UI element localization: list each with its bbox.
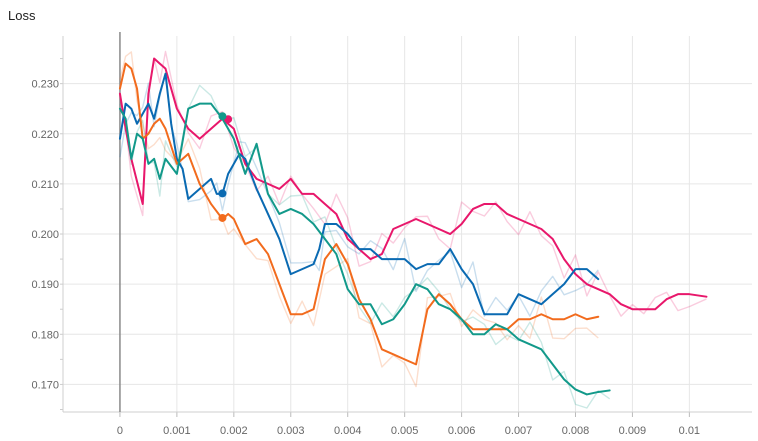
series-line	[118, 57, 708, 311]
y-tick-label: 0.200	[31, 229, 59, 241]
x-tick-label: 0.01	[679, 425, 700, 437]
raw-series-layer	[119, 50, 707, 409]
raw-series-line	[119, 51, 599, 388]
series-layer	[118, 57, 708, 396]
y-tick-label: 0.230	[31, 79, 59, 91]
y-tick-label: 0.180	[31, 329, 59, 341]
x-tick-label: 0.008	[562, 425, 590, 437]
x-tick-label: 0.009	[619, 425, 647, 437]
y-tick-label: 0.210	[31, 179, 59, 191]
chart-title: Loss	[8, 8, 36, 23]
y-tick-label: 0.170	[31, 379, 59, 391]
hover-point	[218, 112, 227, 121]
series-line	[118, 62, 600, 366]
grid-layer	[63, 36, 752, 412]
x-tick-label: 0.002	[220, 425, 248, 437]
hover-point	[218, 213, 227, 222]
series-line	[118, 72, 600, 316]
y-tick-label: 0.190	[31, 279, 59, 291]
marker-layer	[218, 112, 233, 222]
hover-point	[218, 189, 227, 198]
series-line	[118, 102, 611, 396]
x-tick-label: 0.001	[163, 425, 191, 437]
x-tick-label: 0	[117, 425, 123, 437]
y-tick-label: 0.220	[31, 129, 59, 141]
raw-series-line	[119, 84, 611, 409]
x-tick-label: 0.003	[277, 425, 305, 437]
axis-layer: 0.170 0.180 0.190 0.200 0.210 0.220 0.230 0 0.00…	[31, 32, 752, 437]
raw-series-line	[119, 50, 707, 317]
x-tick-label: 0.006	[448, 425, 476, 437]
x-tick-label: 0.004	[334, 425, 362, 437]
x-tick-label: 0.005	[391, 425, 419, 437]
x-tick-label: 0.007	[505, 425, 533, 437]
